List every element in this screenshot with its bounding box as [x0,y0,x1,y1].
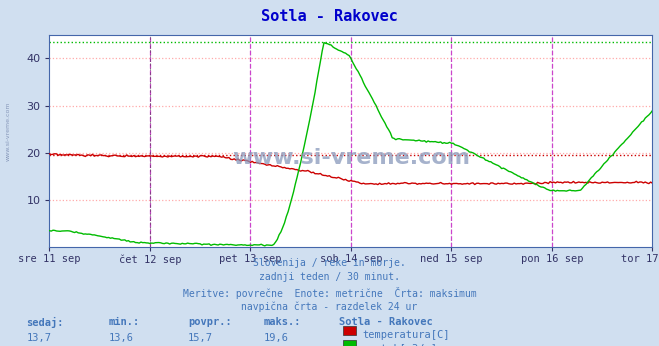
Text: Sotla - Rakovec: Sotla - Rakovec [339,317,433,327]
Text: 13,6: 13,6 [109,333,134,343]
Text: Sotla - Rakovec: Sotla - Rakovec [261,9,398,24]
Text: Slovenija / reke in morje.: Slovenija / reke in morje. [253,258,406,268]
Text: sedaj:: sedaj: [26,317,64,328]
Text: zadnji teden / 30 minut.: zadnji teden / 30 minut. [259,272,400,282]
Text: povpr.:: povpr.: [188,317,231,327]
Text: 13,7: 13,7 [26,333,51,343]
Text: Meritve: povrečne  Enote: metrične  Črta: maksimum: Meritve: povrečne Enote: metrične Črta: … [183,287,476,299]
Text: min.:: min.: [109,317,140,327]
Text: 15,7: 15,7 [188,333,213,343]
Text: maks.:: maks.: [264,317,301,327]
Text: navpična črta - razdelek 24 ur: navpična črta - razdelek 24 ur [241,301,418,312]
Text: pretok[m3/s]: pretok[m3/s] [362,344,438,346]
Text: www.si-vreme.com: www.si-vreme.com [5,102,11,161]
Text: 19,6: 19,6 [264,333,289,343]
Text: temperatura[C]: temperatura[C] [362,330,450,340]
Text: www.si-vreme.com: www.si-vreme.com [232,148,470,168]
